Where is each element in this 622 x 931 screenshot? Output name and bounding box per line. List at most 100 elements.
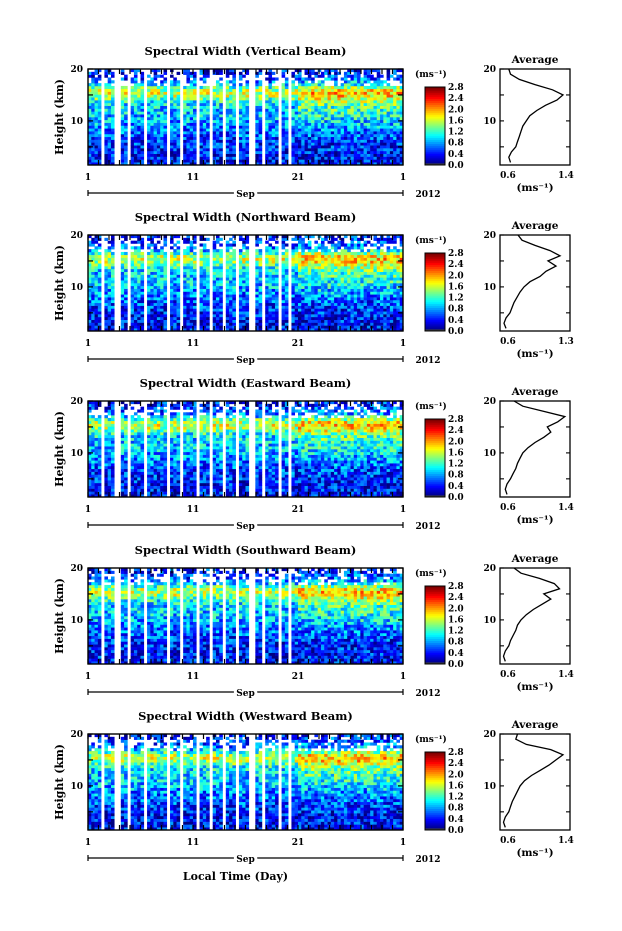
heatmap-cell: [389, 91, 394, 95]
heatmap-cell: [110, 305, 115, 309]
heatmap-cell: [189, 159, 194, 163]
heatmap-cell: [327, 88, 332, 92]
heatmap-cell: [307, 108, 312, 112]
heatmap-cell: [271, 285, 276, 289]
heatmap-cell: [245, 71, 250, 75]
heatmap-cell: [176, 274, 181, 278]
heatmap-cell: [130, 302, 135, 306]
heatmap-cell: [206, 328, 210, 332]
heatmap-cell: [91, 249, 95, 253]
heatmap-cell: [215, 94, 220, 98]
heatmap-cell: [284, 235, 289, 239]
heatmap-cell: [242, 263, 246, 267]
heatmap-cell: [156, 119, 161, 123]
heatmap-cell: [104, 97, 108, 101]
heatmap-cell: [170, 117, 174, 121]
heatmap-cell: [147, 145, 151, 149]
heatmap-cell: [238, 291, 243, 295]
heatmap-cell: [163, 268, 168, 272]
heatmap-cell: [366, 271, 371, 275]
heatmap-cell: [340, 111, 345, 115]
heatmap-cell: [137, 88, 141, 92]
heatmap-cell: [160, 156, 164, 160]
heatmap-cell: [363, 283, 368, 287]
heatmap-cell: [380, 145, 384, 149]
heatmap-cell: [268, 251, 273, 256]
heatmap-cell: [242, 328, 246, 332]
heatmap-cell: [245, 139, 250, 143]
heatmap-cell: [97, 308, 102, 312]
heatmap-cell: [357, 102, 361, 106]
heatmap-cell: [324, 328, 328, 332]
heatmap-cell: [147, 291, 151, 295]
heatmap-cell: [170, 153, 174, 157]
heatmap-cell: [343, 153, 348, 157]
heatmap-cell: [317, 133, 322, 138]
heatmap-cell: [334, 80, 338, 84]
heatmap-cell: [245, 159, 250, 163]
heatmap-cell: [301, 133, 305, 138]
heatmap-cell: [124, 280, 128, 284]
heatmap-cell: [229, 136, 233, 140]
heatmap-cell: [284, 266, 289, 270]
heatmap-cell: [343, 316, 348, 320]
heatmap-cell: [258, 322, 263, 326]
heatmap-cell: [245, 299, 250, 304]
heatmap-cell: [271, 291, 276, 295]
heatmap-cell: [107, 251, 112, 256]
heatmap-cell: [238, 94, 243, 98]
heatmap-cell: [393, 71, 397, 75]
heatmap-cell: [363, 277, 368, 281]
heatmap-cell: [104, 69, 108, 73]
heatmap-cell: [343, 305, 348, 309]
heatmap-cell: [373, 114, 378, 118]
heatmap-cell: [219, 288, 223, 292]
heatmap-cell: [104, 274, 108, 278]
heatmap-cell: [120, 328, 125, 332]
heatmap-cell: [219, 125, 223, 129]
heatmap-cell: [215, 297, 220, 301]
heatmap-cell: [294, 142, 299, 146]
heatmap-cell: [215, 131, 220, 135]
heatmap-cell: [370, 97, 374, 101]
heatmap-cell: [193, 139, 197, 143]
colorbar-segment: [425, 98, 445, 102]
heatmap-cell: [229, 305, 233, 309]
heatmap-cell: [189, 297, 194, 301]
heatmap-cell: [238, 257, 243, 261]
heatmap-cell: [301, 122, 305, 126]
heatmap-cell: [301, 285, 305, 289]
heatmap-cell: [376, 117, 381, 121]
heatmap-cell: [232, 125, 236, 129]
heatmap-cell: [215, 142, 220, 146]
heatmap-cell: [311, 145, 315, 149]
heatmap-cell: [124, 139, 128, 143]
heatmap-cell: [347, 328, 351, 332]
heatmap-cell: [314, 280, 318, 284]
heatmap-cell: [130, 148, 135, 152]
heatmap-cell: [206, 260, 210, 264]
heatmap-cell: [225, 156, 230, 160]
heatmap-cell: [386, 119, 391, 123]
heatmap-cell: [206, 108, 210, 112]
heatmap-cell: [330, 302, 335, 306]
heatmap-cell: [350, 291, 355, 295]
heatmap-cell: [284, 328, 289, 332]
heatmap-cell: [238, 325, 243, 329]
heatmap-cell: [255, 308, 259, 312]
heatmap-cell: [320, 274, 325, 278]
heatmap-cell: [298, 136, 302, 140]
heatmap-cell: [304, 319, 309, 323]
heatmap-cell: [189, 274, 194, 278]
average-frame: [499, 68, 571, 166]
heatmap-cell: [173, 119, 177, 123]
heatmap-cell: [91, 119, 95, 123]
heatmap-cell: [386, 156, 391, 160]
heatmap-cell: [232, 240, 236, 244]
heatmap-cell: [304, 316, 309, 320]
heatmap-cell: [170, 285, 174, 289]
heatmap-cell: [281, 111, 286, 115]
heatmap-cell: [373, 268, 378, 272]
heatmap-cell: [186, 283, 191, 287]
heatmap-cell: [186, 277, 191, 281]
